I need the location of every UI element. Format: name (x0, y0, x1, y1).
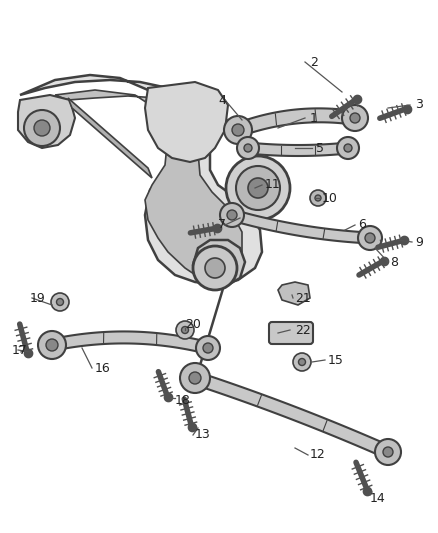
Polygon shape (278, 282, 310, 305)
Circle shape (24, 110, 60, 146)
Text: 16: 16 (95, 361, 111, 375)
Circle shape (180, 363, 210, 393)
Polygon shape (55, 90, 242, 280)
Polygon shape (231, 209, 371, 244)
Circle shape (299, 359, 305, 366)
Circle shape (237, 137, 259, 159)
Text: 18: 18 (175, 393, 191, 407)
Circle shape (205, 258, 225, 278)
Circle shape (383, 447, 393, 457)
Circle shape (51, 293, 69, 311)
Text: 12: 12 (310, 448, 326, 462)
Circle shape (38, 331, 66, 359)
Polygon shape (237, 108, 356, 137)
Text: 21: 21 (295, 292, 311, 304)
Circle shape (344, 144, 352, 152)
Polygon shape (193, 240, 245, 285)
Circle shape (337, 137, 359, 159)
Text: 15: 15 (328, 353, 344, 367)
Text: 17: 17 (12, 343, 28, 357)
Text: 6: 6 (358, 219, 366, 231)
Text: 1: 1 (310, 111, 318, 125)
Polygon shape (20, 75, 262, 285)
Text: 7: 7 (218, 219, 226, 231)
Circle shape (46, 339, 58, 351)
Text: 9: 9 (415, 236, 423, 248)
Circle shape (196, 336, 220, 360)
Circle shape (34, 120, 50, 136)
Circle shape (227, 210, 237, 220)
Circle shape (310, 190, 326, 206)
Text: 5: 5 (316, 141, 324, 155)
Text: 20: 20 (185, 319, 201, 332)
Circle shape (203, 343, 213, 353)
Circle shape (220, 203, 244, 227)
FancyBboxPatch shape (269, 322, 313, 344)
Circle shape (358, 226, 382, 250)
Circle shape (293, 353, 311, 371)
Circle shape (189, 372, 201, 384)
Circle shape (193, 246, 237, 290)
Circle shape (365, 233, 375, 243)
Circle shape (315, 195, 321, 201)
Circle shape (224, 116, 252, 144)
Polygon shape (52, 332, 208, 354)
Text: 2: 2 (310, 55, 318, 69)
Text: 22: 22 (295, 324, 311, 336)
Circle shape (375, 439, 401, 465)
Text: 10: 10 (322, 191, 338, 205)
Circle shape (342, 105, 368, 131)
Circle shape (181, 327, 188, 334)
Text: 11: 11 (265, 179, 281, 191)
Polygon shape (145, 82, 228, 162)
Circle shape (176, 321, 194, 339)
Circle shape (350, 113, 360, 123)
Circle shape (248, 178, 268, 198)
Circle shape (236, 166, 280, 210)
Text: 19: 19 (30, 292, 46, 304)
Polygon shape (193, 372, 390, 458)
Polygon shape (68, 98, 152, 178)
Circle shape (57, 298, 64, 305)
Text: 13: 13 (195, 429, 211, 441)
Circle shape (226, 156, 290, 220)
Circle shape (244, 144, 252, 152)
Text: 3: 3 (415, 99, 423, 111)
Text: 14: 14 (370, 491, 386, 505)
Polygon shape (248, 142, 348, 156)
Text: 4: 4 (218, 93, 226, 107)
Text: 8: 8 (390, 255, 398, 269)
Polygon shape (18, 95, 75, 148)
Circle shape (232, 124, 244, 136)
